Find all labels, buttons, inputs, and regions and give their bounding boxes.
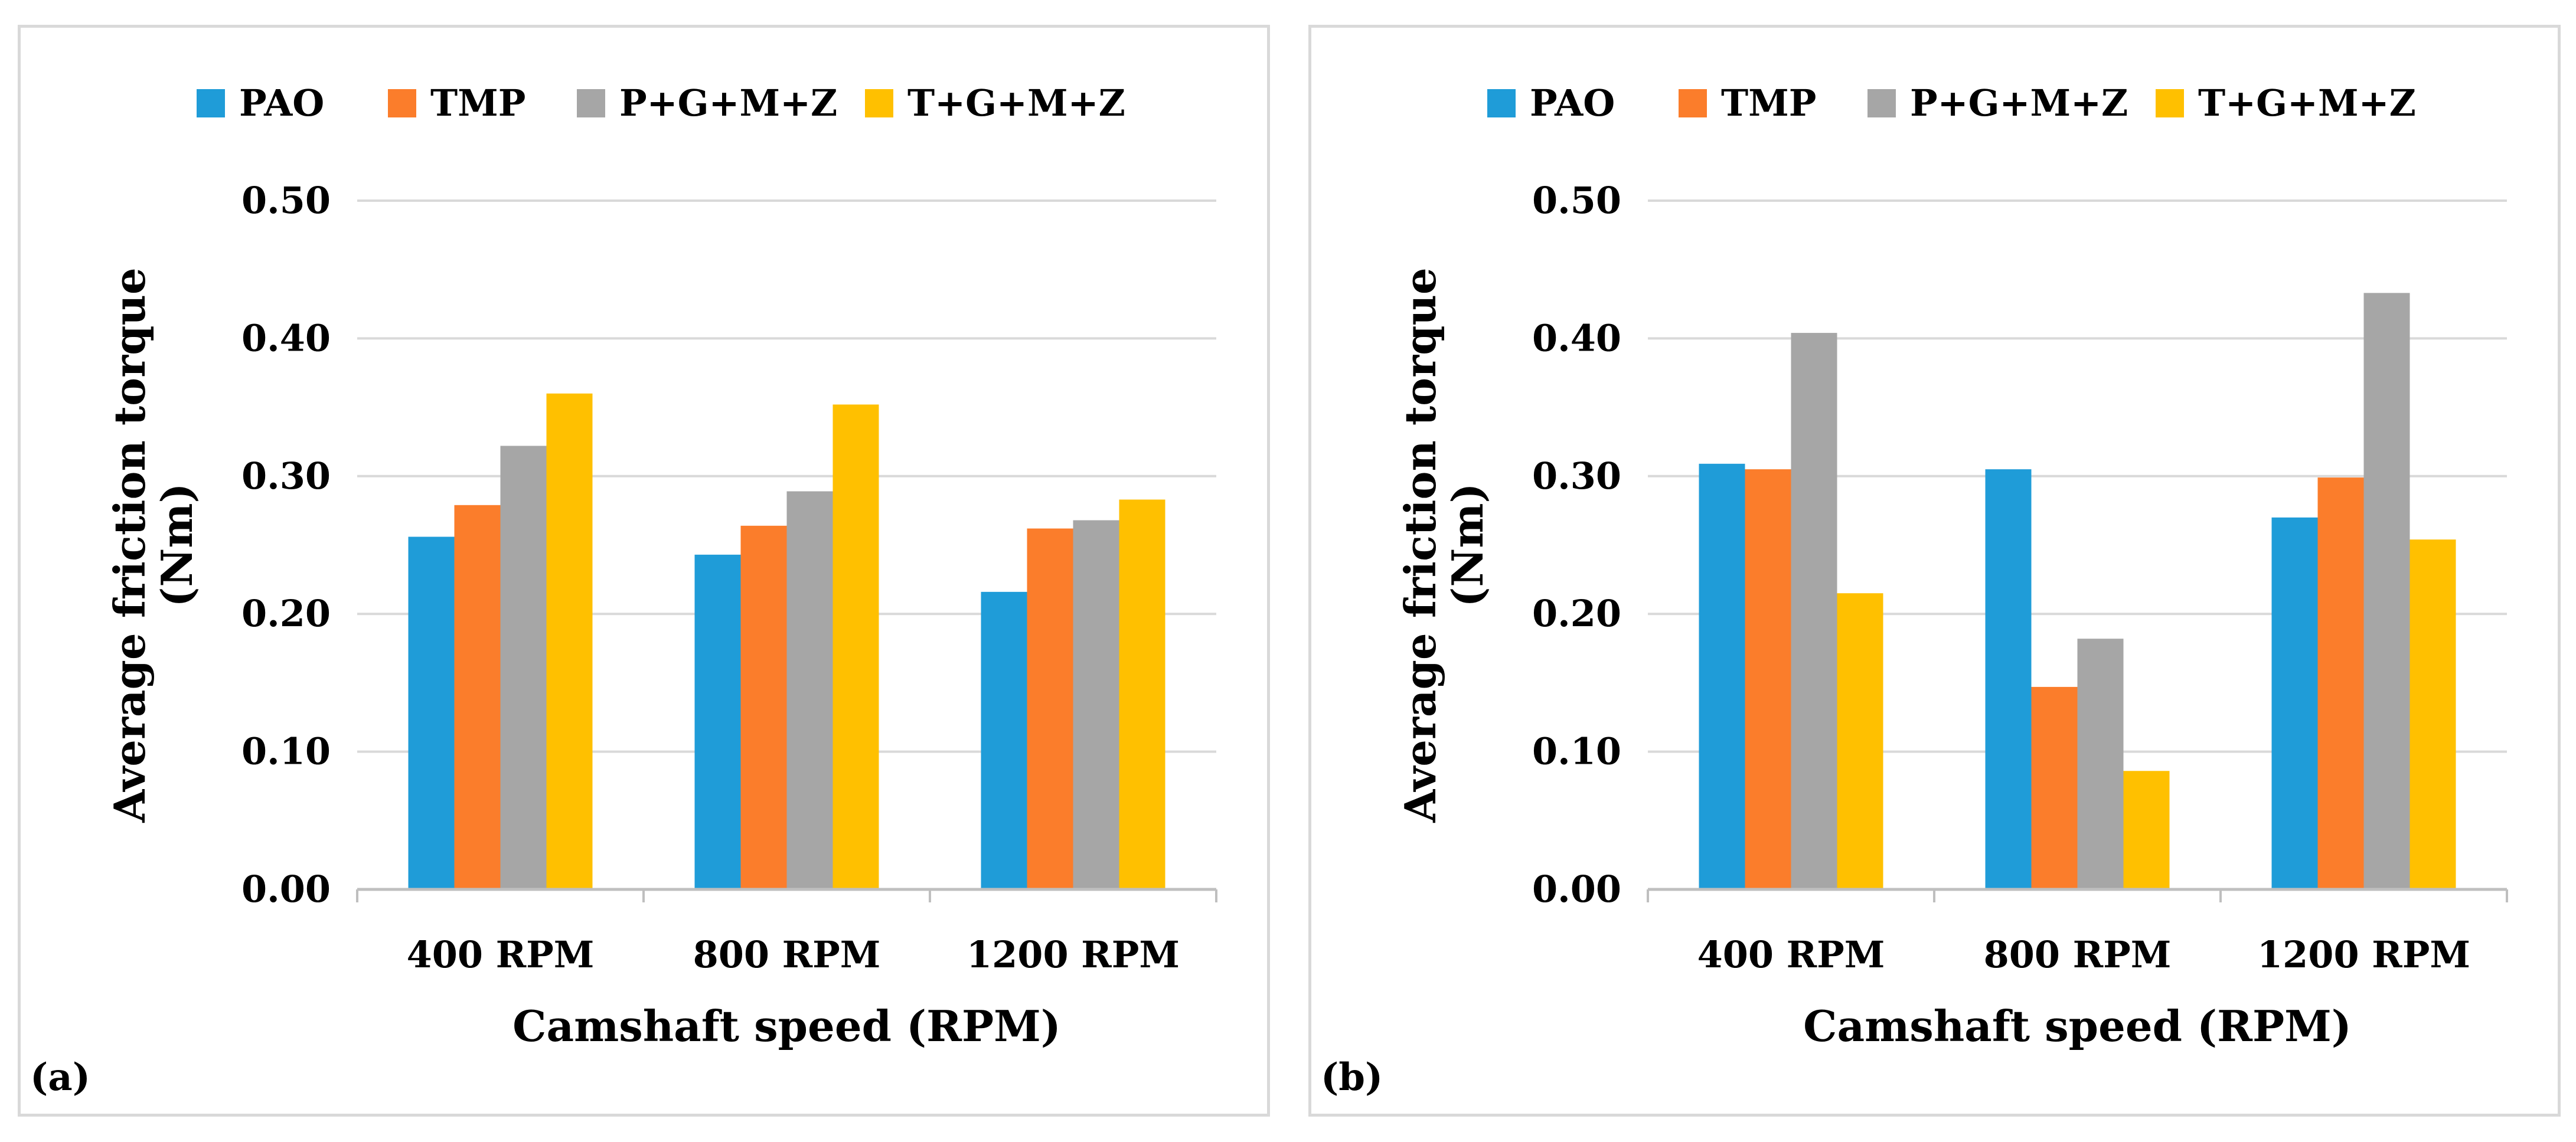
y-axis-title: Average friction torque: [1395, 267, 1445, 823]
bar-p-g-m-z-0: [500, 446, 547, 889]
chart-panel-a: 0.00 0.10 0.20 0.30 0.40 0.50 400 RPM 800 RPM 12…: [18, 25, 1270, 1117]
y-tick-label: 0.30: [1532, 454, 1621, 498]
y-tick-label: 0.40: [1532, 316, 1621, 359]
bar-pao-2: [2271, 517, 2318, 889]
bar-pao-0: [408, 536, 455, 889]
bar-p-g-m-z-1: [786, 491, 833, 889]
y-axis-title-unit: (Nm): [152, 483, 202, 607]
bar-t-g-m-z-0: [546, 393, 593, 889]
bar-t-g-m-z-0: [1837, 593, 1883, 889]
legend-swatch-pao: [197, 89, 225, 117]
y-axis-title-unit: (Nm): [1442, 483, 1493, 607]
legend-label: P+G+M+Z: [619, 81, 837, 125]
legend-label: TMP: [1721, 81, 1816, 125]
legend-swatch-pao: [1487, 89, 1516, 117]
bar-t-g-m-z-2: [1119, 499, 1165, 889]
x-tick-label: 800 RPM: [1984, 933, 2172, 976]
y-tick-label: 0.10: [1532, 730, 1621, 773]
bar-pao-2: [981, 591, 1027, 889]
x-tick-label: 400 RPM: [407, 933, 595, 976]
x-axis-title: Camshaft speed (RPM): [512, 1001, 1061, 1051]
bar-p-g-m-z-2: [2363, 293, 2410, 889]
y-tick-label: 0.20: [1532, 592, 1621, 635]
bar-tmp-0: [1745, 469, 1791, 889]
chart-a: 0.00 0.10 0.20 0.30 0.40 0.50 400 RPM 800 RPM 12…: [30, 81, 1217, 1100]
x-tick-label: 400 RPM: [1697, 933, 1885, 976]
legend-swatch-tmp: [1679, 89, 1707, 117]
bar-t-g-m-z-1: [2123, 771, 2170, 889]
legend-swatch-t-g-m-z: [865, 89, 893, 117]
y-tick-label: 0.40: [241, 316, 331, 359]
y-tick-label: 0.20: [241, 592, 331, 635]
chart-panel-b: 0.00 0.10 0.20 0.30 0.40 0.50 400 RPM 800 RPM 12…: [1308, 25, 2561, 1117]
legend-label: P+G+M+Z: [1910, 81, 2128, 125]
legend-label: PAO: [239, 81, 324, 125]
y-tick-label: 0.00: [241, 868, 331, 911]
bar-pao-1: [1985, 469, 2032, 889]
legend-swatch-p-g-m-z: [577, 89, 605, 117]
bar-p-g-m-z-2: [1073, 520, 1119, 889]
legend-label: T+G+M+Z: [2198, 81, 2416, 125]
chart-b: 0.00 0.10 0.20 0.30 0.40 0.50 400 RPM 800 RPM 12…: [1321, 81, 2508, 1100]
bar-pao-0: [1699, 463, 1745, 889]
legend-label: PAO: [1530, 81, 1615, 125]
y-tick-label: 0.50: [241, 179, 331, 222]
bar-tmp-2: [1027, 528, 1073, 889]
legend-swatch-t-g-m-z: [2156, 89, 2184, 117]
bar-t-g-m-z-2: [2410, 539, 2456, 889]
bar-tmp-2: [2317, 477, 2364, 889]
y-tick-label: 0.50: [1532, 179, 1621, 222]
bar-t-g-m-z-1: [832, 404, 879, 889]
y-tick-label: 0.10: [241, 730, 331, 773]
y-tick-label: 0.00: [1532, 868, 1621, 911]
panel-label: (a): [30, 1055, 90, 1100]
x-axis-title: Camshaft speed (RPM): [1803, 1001, 2352, 1051]
bar-p-g-m-z-0: [1791, 333, 1837, 889]
bar-pao-1: [694, 554, 741, 889]
legend-label: T+G+M+Z: [907, 81, 1125, 125]
bar-tmp-0: [454, 505, 501, 889]
y-tick-label: 0.30: [241, 454, 331, 498]
x-tick-label: 800 RPM: [693, 933, 881, 976]
x-tick-label: 1200 RPM: [967, 933, 1180, 976]
bar-tmp-1: [2031, 686, 2078, 889]
x-tick-label: 1200 RPM: [2257, 933, 2470, 976]
bar-p-g-m-z-1: [2077, 639, 2124, 889]
legend-swatch-tmp: [388, 89, 416, 117]
bar-tmp-1: [740, 525, 787, 889]
panel-label: (b): [1321, 1055, 1383, 1100]
y-axis-title: Average friction torque: [105, 267, 155, 823]
legend-label: TMP: [430, 81, 525, 125]
legend-swatch-p-g-m-z: [1867, 89, 1896, 117]
